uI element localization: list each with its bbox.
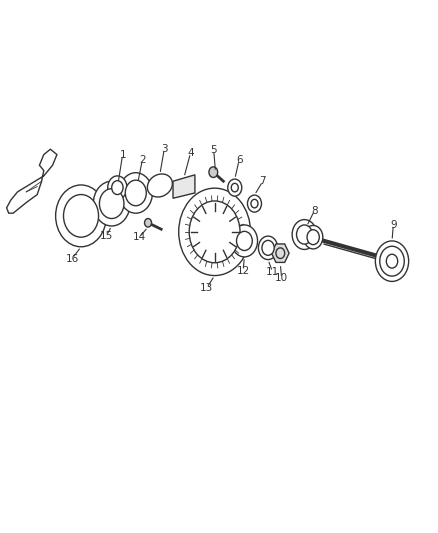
Circle shape [231,225,258,257]
Circle shape [382,249,402,273]
Circle shape [228,179,242,196]
Text: 3: 3 [161,144,168,154]
Circle shape [380,246,404,276]
Polygon shape [173,175,195,198]
Text: 1: 1 [119,150,126,159]
Circle shape [292,220,317,249]
Polygon shape [272,244,289,262]
Circle shape [179,188,251,276]
Text: 14: 14 [133,232,146,242]
Circle shape [251,199,258,208]
Text: 15: 15 [100,231,113,240]
Text: 16: 16 [66,254,79,263]
Text: 6: 6 [236,155,243,165]
Text: 4: 4 [187,148,194,158]
Text: 11: 11 [266,267,279,277]
Circle shape [108,176,127,199]
Circle shape [125,180,146,206]
Circle shape [375,241,409,281]
Circle shape [262,240,274,255]
Circle shape [93,181,130,226]
Circle shape [386,254,398,268]
Circle shape [112,181,123,195]
Circle shape [64,195,99,237]
Circle shape [237,231,252,251]
Circle shape [209,167,218,177]
Circle shape [56,185,106,247]
Text: 12: 12 [237,266,250,276]
Circle shape [307,230,319,245]
Text: 2: 2 [139,155,146,165]
Circle shape [297,225,312,244]
Circle shape [304,225,323,249]
Circle shape [99,189,124,219]
Ellipse shape [147,174,173,197]
Text: 13: 13 [200,283,213,293]
Text: 7: 7 [259,176,266,186]
Circle shape [231,183,238,192]
Polygon shape [7,149,57,213]
Text: 8: 8 [311,206,318,215]
Circle shape [247,195,261,212]
Circle shape [189,201,240,263]
Circle shape [119,173,152,213]
Text: 10: 10 [275,273,288,283]
Text: 5: 5 [210,146,217,155]
Circle shape [258,236,278,260]
Circle shape [145,219,152,227]
Text: 9: 9 [390,220,397,230]
